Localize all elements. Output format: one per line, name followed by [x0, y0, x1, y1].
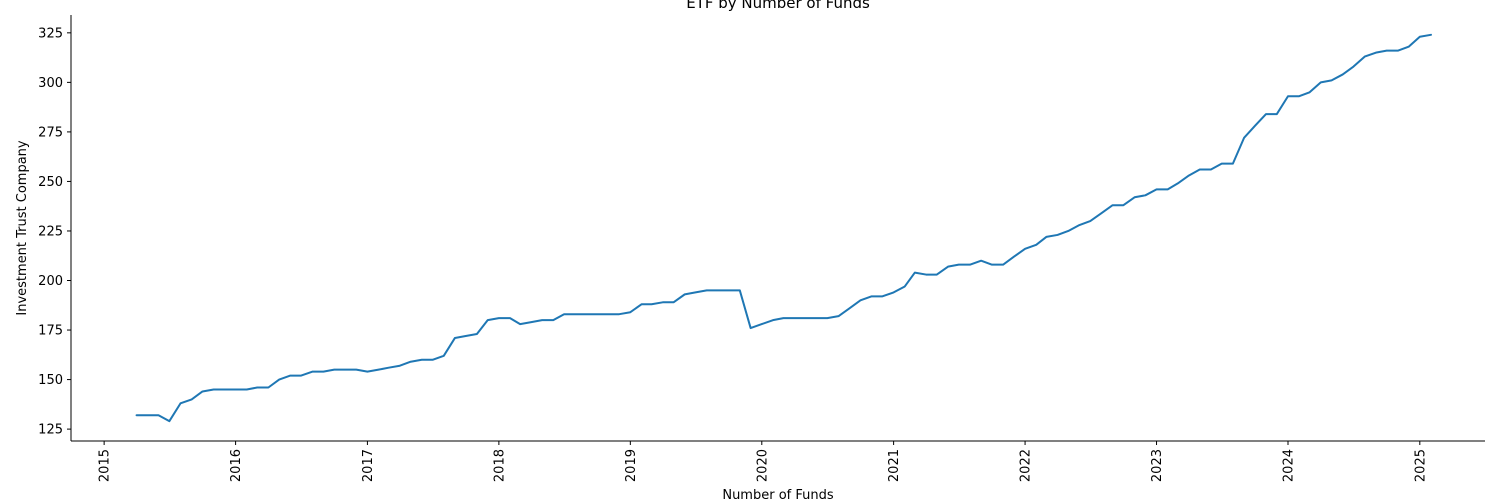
x-tick-label: 2016 — [229, 449, 244, 482]
y-tick-label: 225 — [38, 224, 63, 239]
x-tick-label: 2024 — [1281, 449, 1296, 482]
x-axis-label: Number of Funds — [722, 488, 834, 500]
y-tick-label: 125 — [38, 423, 63, 438]
chart-title: ETF by Number of Funds — [686, 0, 870, 12]
series-line — [135, 33, 1432, 423]
x-tick-label: 2023 — [1150, 449, 1165, 482]
axes — [70, 15, 1485, 442]
x-tick-label: 2020 — [755, 449, 770, 482]
x-tick-label: 2021 — [887, 449, 902, 482]
y-axis-label: Investment Trust Company — [15, 140, 30, 316]
x-tick-label: 2019 — [624, 449, 639, 482]
plot-area — [135, 33, 1432, 423]
y-tick-label: 275 — [38, 125, 63, 140]
x-tick-label: 2022 — [1019, 449, 1034, 482]
ticks: 125 150 175 200 225 250 275 300 325 2015 2016 2017 2… — [38, 26, 1428, 482]
x-tick-label: 2018 — [492, 449, 507, 482]
y-tick-label: 250 — [38, 175, 63, 190]
x-tick-label: 2017 — [361, 449, 376, 482]
y-tick-label: 300 — [38, 76, 63, 91]
x-tick-label: 2025 — [1413, 449, 1428, 482]
y-tick-label: 150 — [38, 373, 63, 388]
y-tick-label: 200 — [38, 274, 63, 289]
x-tick-label: 2015 — [98, 449, 113, 482]
y-tick-label: 325 — [38, 26, 63, 41]
y-tick-label: 175 — [38, 324, 63, 339]
